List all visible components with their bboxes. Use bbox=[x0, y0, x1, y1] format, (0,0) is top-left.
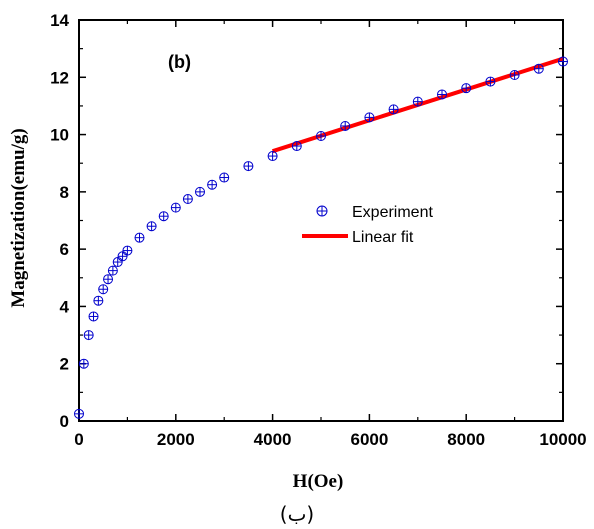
figure-caption: (ب) bbox=[280, 502, 314, 526]
experiment-point bbox=[291, 141, 302, 152]
experiment-point bbox=[461, 83, 472, 94]
experiment-point bbox=[103, 274, 114, 285]
experiment-point bbox=[146, 221, 157, 232]
x-tick-label: 6000 bbox=[350, 430, 388, 449]
legend-label-experiment: Experiment bbox=[352, 204, 433, 221]
experiment-point bbox=[364, 112, 375, 123]
y-tick-label: 6 bbox=[60, 240, 69, 259]
experiment-points-layer bbox=[74, 56, 568, 419]
experiment-point bbox=[219, 172, 230, 183]
experiment-point bbox=[388, 104, 399, 115]
experiment-point bbox=[412, 96, 423, 107]
y-tick-label: 10 bbox=[50, 126, 69, 145]
x-tick-label: 0 bbox=[74, 430, 83, 449]
experiment-point bbox=[98, 284, 109, 295]
experiment-point bbox=[83, 330, 94, 341]
panel-label: (b) bbox=[168, 52, 191, 72]
experiment-point bbox=[558, 56, 568, 67]
experiment-point bbox=[182, 194, 193, 205]
experiment-point bbox=[134, 232, 145, 243]
experiment-point bbox=[117, 251, 128, 262]
experiment-point bbox=[195, 186, 205, 197]
axis-ticks bbox=[78, 19, 564, 422]
experiment-point bbox=[74, 408, 84, 419]
y-tick-label: 8 bbox=[60, 183, 69, 202]
y-tick-label: 0 bbox=[60, 412, 69, 431]
experiment-point bbox=[122, 245, 133, 256]
x-tick-label: 2000 bbox=[157, 430, 195, 449]
x-tick-label: 4000 bbox=[254, 430, 292, 449]
experiment-point bbox=[509, 69, 520, 80]
y-tick-label: 12 bbox=[50, 68, 69, 87]
experiment-point bbox=[207, 179, 218, 190]
experiment-point bbox=[267, 151, 278, 162]
y-tick-label: 4 bbox=[60, 297, 70, 316]
experiment-point bbox=[533, 63, 544, 74]
x-axis-title: H(Oe) bbox=[293, 471, 344, 492]
legend-marker-experiment bbox=[316, 205, 328, 217]
experiment-point bbox=[340, 120, 351, 131]
experiment-point bbox=[485, 76, 496, 87]
experiment-point bbox=[316, 131, 326, 142]
experiment-point bbox=[243, 161, 254, 172]
y-tick-label: 14 bbox=[50, 11, 69, 30]
legend: Experiment Linear fit bbox=[297, 196, 461, 250]
legend-box bbox=[297, 196, 461, 250]
y-tick-label: 2 bbox=[60, 355, 69, 374]
x-tick-label: 8000 bbox=[447, 430, 485, 449]
x-tick-label: 10000 bbox=[539, 430, 586, 449]
experiment-point bbox=[93, 295, 104, 306]
experiment-point bbox=[78, 358, 89, 369]
experiment-point bbox=[107, 265, 118, 276]
experiment-point bbox=[88, 311, 99, 322]
experiment-point bbox=[158, 211, 169, 222]
experiment-point bbox=[112, 257, 123, 268]
y-axis-title: Magnetization(emu/g) bbox=[8, 128, 29, 307]
experiment-point bbox=[170, 202, 181, 213]
legend-label-linear-fit: Linear fit bbox=[352, 229, 414, 246]
tick-labels: 0 2000 4000 6000 8000 10000 0 2 4 6 8 10 12 14 bbox=[50, 11, 587, 449]
experiment-point bbox=[437, 89, 447, 100]
